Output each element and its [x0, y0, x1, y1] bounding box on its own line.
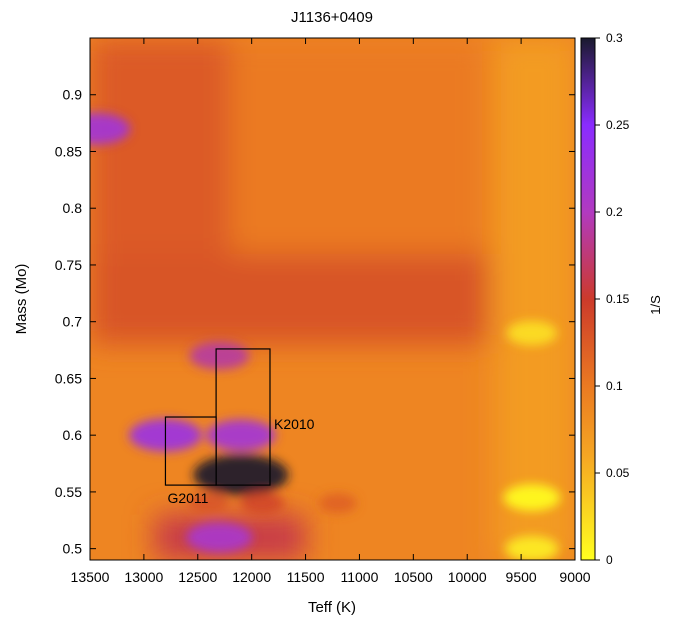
heatmap-cell-6 — [188, 492, 229, 514]
heatmap-region-3 — [494, 38, 575, 560]
y-tick-label: 0.9 — [63, 87, 83, 103]
x-tick-label: 12000 — [232, 569, 271, 585]
y-tick-label: 0.8 — [63, 200, 83, 216]
heatmap-regions — [90, 38, 575, 560]
x-tick-label: 10500 — [394, 569, 433, 585]
x-tick-label: 13000 — [124, 569, 163, 585]
heatmap-cell-5 — [186, 522, 253, 553]
region-box-label: K2010 — [274, 416, 315, 432]
colorbar-tick-label: 0.2 — [606, 205, 623, 219]
y-axis: 0.5 0.55 0.6 0.65 0.7 0.75 0.8 0.85 0.9 — [55, 87, 575, 557]
x-tick-label: 11500 — [287, 569, 325, 585]
heatmap-region-1 — [230, 38, 489, 254]
y-tick-label: 0.85 — [55, 143, 82, 159]
colorbar-tick-label: 0.3 — [606, 31, 623, 45]
heatmap-region-2 — [90, 253, 489, 345]
x-axis: 13500 13000 12500 12000 11500 11000 10500 10000… — [71, 38, 591, 585]
plot-frame — [89, 37, 576, 561]
x-tick-label: 9500 — [506, 569, 537, 585]
y-tick-label: 0.7 — [63, 314, 83, 330]
y-tick-label: 0.75 — [55, 257, 82, 273]
colorbar-tick-label: 0 — [606, 553, 613, 567]
y-axis-label: Mass (Mo) — [13, 264, 30, 335]
colorbar — [580, 37, 596, 561]
y-tick-label: 0.55 — [55, 484, 82, 500]
x-tick-label: 12500 — [178, 569, 217, 585]
heatmap-cell-11 — [505, 535, 559, 560]
x-tick-label: 10000 — [448, 569, 487, 585]
x-tick-label: 11000 — [340, 569, 378, 585]
heatmap-cell-10 — [506, 320, 558, 346]
heatmap-cell-9 — [503, 484, 561, 511]
region-boxes: G2011 K2010 — [164, 348, 315, 506]
heatmap-cell-3 — [206, 419, 276, 451]
x-axis-label: Teff (K) — [308, 599, 356, 616]
colorbar-label: 1/S — [648, 295, 663, 315]
chart-title: J1136+0409 — [291, 9, 373, 26]
colorbar-tick-label: 0.15 — [606, 292, 630, 306]
heatmap-cell-0 — [90, 112, 131, 145]
region-box-label: G2011 — [167, 490, 208, 506]
y-tick-label: 0.5 — [63, 541, 83, 557]
region-box-k2010 — [215, 348, 271, 486]
x-tick-label: 13500 — [71, 569, 110, 585]
colorbar-tick-label: 0.05 — [606, 466, 630, 480]
colorbar-tick-label: 0.1 — [606, 379, 623, 393]
x-tick-label: 9000 — [559, 569, 590, 585]
heatmap-cell-8 — [319, 493, 357, 514]
colorbar-tick-label: 0.25 — [606, 118, 630, 132]
plot-area — [90, 38, 575, 560]
heatmap-cell-1 — [189, 341, 250, 370]
colorbar-axis: 0 0.05 0.1 0.15 0.2 0.25 0.3 — [595, 31, 630, 567]
y-tick-label: 0.65 — [55, 370, 82, 386]
heatmap-cell-7 — [240, 492, 285, 515]
y-tick-label: 0.6 — [63, 427, 83, 443]
